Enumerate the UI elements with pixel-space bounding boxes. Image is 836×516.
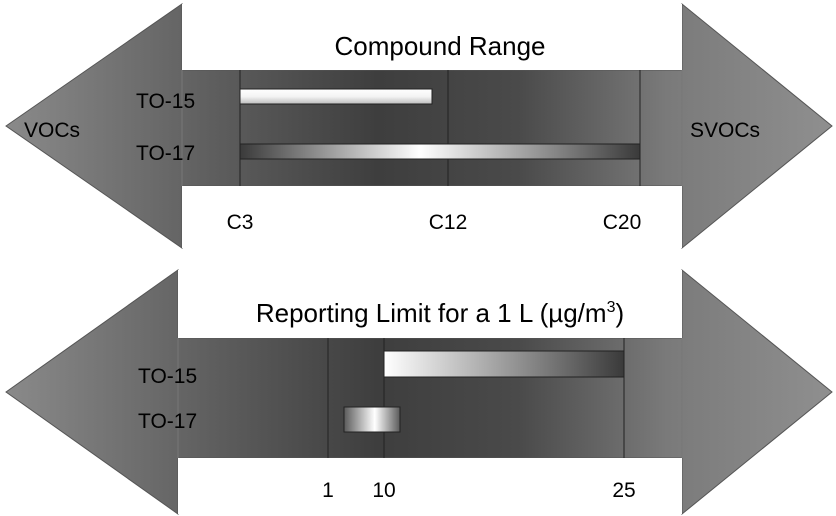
- compound-range-title: Compound Range: [334, 31, 545, 61]
- svocs-label: SVOCs: [690, 119, 760, 142]
- tick-label-25: 25: [612, 479, 635, 502]
- to15-reporting-limit-bar: [383, 350, 625, 378]
- tick-label-c20: C20: [603, 211, 642, 234]
- row-label-to15: TO-15: [138, 365, 197, 388]
- tick-label-1: 1: [322, 479, 334, 502]
- compound-range-panel: Compound Range VOCs SVOCs TO-15 TO-17 C3…: [5, 2, 833, 250]
- title-main: Reporting Limit for a 1 L (µg/m: [256, 298, 607, 328]
- tick-label-c3: C3: [227, 211, 254, 234]
- row-label-to17: TO-17: [138, 410, 197, 433]
- reporting-limit-title: Reporting Limit for a 1 L (µg/m3): [256, 298, 624, 328]
- tick-label-10: 10: [372, 479, 395, 502]
- to17-compound-range-bar: [239, 143, 641, 160]
- reporting-limit-panel: Reporting Limit for a 1 L (µg/m3) TO-15 …: [5, 268, 833, 516]
- to15-compound-range-bar: [239, 88, 433, 105]
- vocs-label: VOCs: [24, 119, 80, 142]
- tick-label-c12: C12: [429, 211, 468, 234]
- title-close: ): [615, 298, 624, 328]
- row-label-to15: TO-15: [136, 90, 195, 113]
- title-superscript: 3: [607, 299, 616, 316]
- to17-reporting-limit-bar: [343, 406, 401, 433]
- row-label-to17: TO-17: [136, 142, 195, 165]
